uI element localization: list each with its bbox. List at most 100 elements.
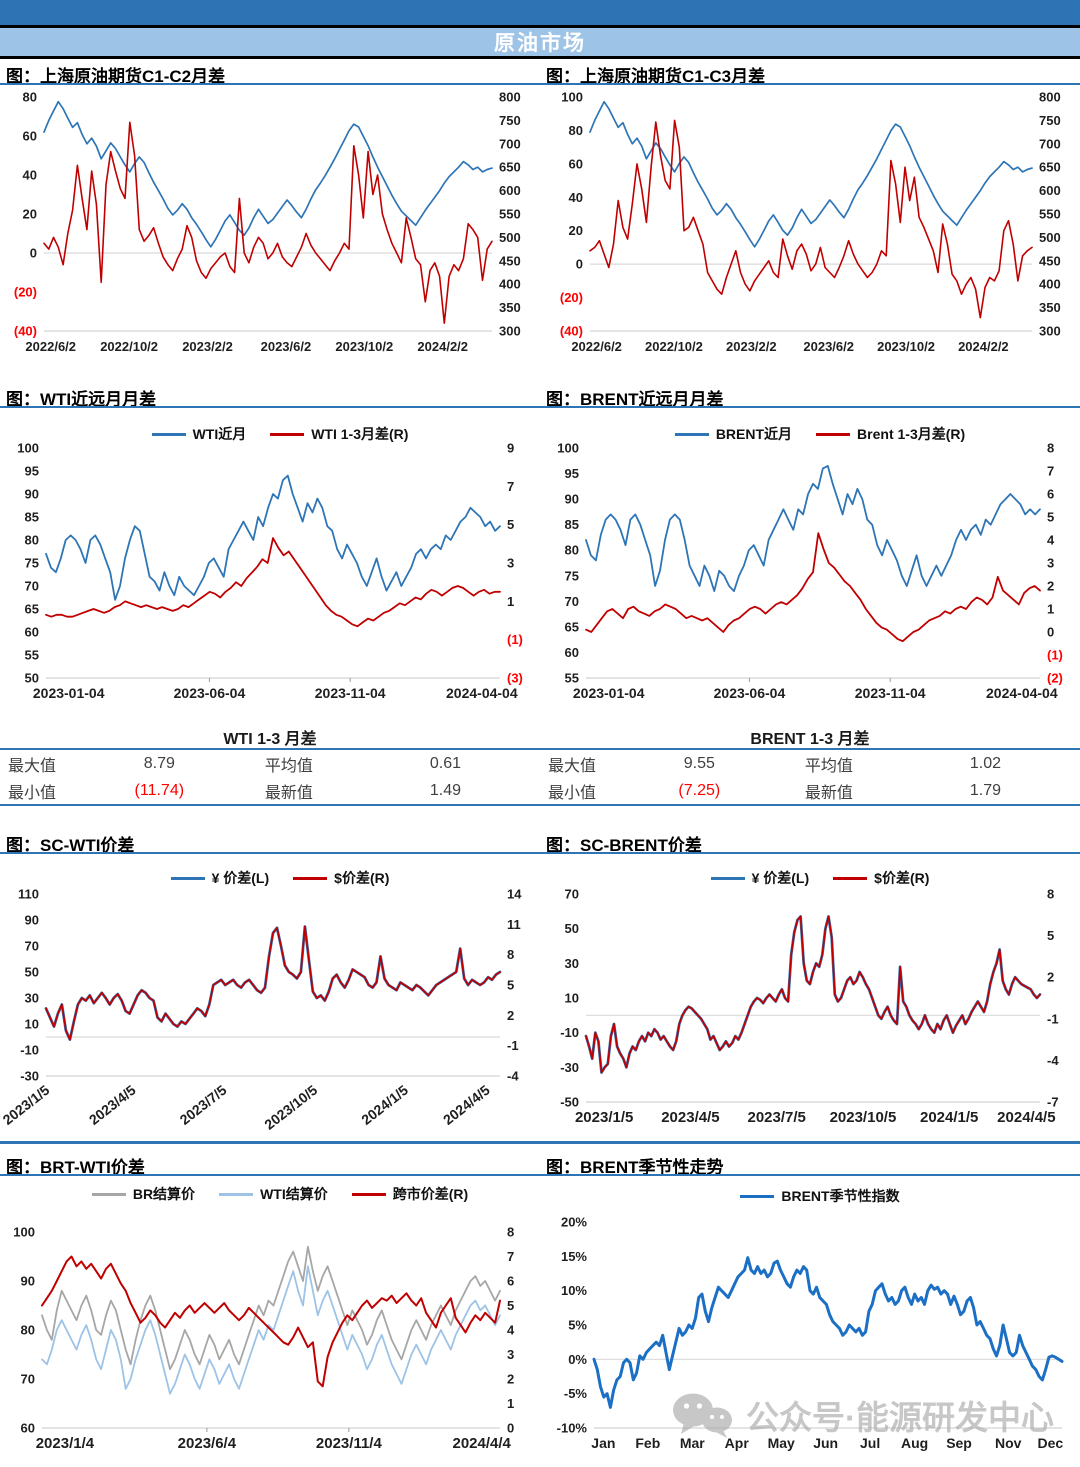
chart-title-wti-spread: 图：WTI近远月月差 [0, 382, 540, 408]
svg-text:80: 80 [25, 533, 39, 548]
svg-text:2023/6/2: 2023/6/2 [261, 339, 312, 354]
svg-text:2024/1/5: 2024/1/5 [358, 1082, 411, 1128]
chart-sc-brent: ¥ 价差(L) $价差(R) 70 50 30 10 -10 -30 -50 8 5 2 -1 -4 -7 2… [540, 854, 1080, 1141]
svg-text:800: 800 [499, 90, 521, 105]
svg-text:2024/4/5: 2024/4/5 [997, 1109, 1055, 1126]
svg-text:60: 60 [25, 625, 39, 640]
svg-text:Nov: Nov [995, 1435, 1022, 1451]
section-band: 原油市场 [0, 28, 1080, 59]
row4-charts: BR结算价 WTI结算价 跨市价差(R) 100 90 80 70 60 8 7 6 5 4 3 2 1 0 20… [0, 1176, 1080, 1465]
svg-text:50: 50 [565, 921, 579, 936]
stats-table: WTI 1-3 月差 最大值 8.79 平均值 0.61 最小值 (11.74)… [0, 723, 1080, 806]
svg-text:0: 0 [1047, 625, 1054, 640]
svg-text:-4: -4 [1047, 1053, 1059, 1068]
stat-label: 最大值 [548, 757, 597, 775]
svg-text:75: 75 [565, 568, 579, 583]
svg-text:30: 30 [565, 956, 579, 971]
svg-text:-1: -1 [507, 1038, 519, 1053]
svg-text:40: 40 [23, 168, 37, 183]
svg-text:-7: -7 [1047, 1095, 1059, 1110]
chart-shanghai-c1c3: 100 80 60 40 20 0 (20) (40) 800 750 700 650 600 550 50… [540, 85, 1080, 368]
svg-text:2023/4/5: 2023/4/5 [661, 1109, 719, 1126]
svg-text:2023-11-04: 2023-11-04 [315, 685, 386, 701]
svg-text:800: 800 [1039, 90, 1061, 105]
stats-brent-title: BRENT 1-3 月差 [750, 731, 870, 748]
svg-text:2: 2 [507, 1372, 514, 1387]
svg-text:70: 70 [565, 594, 579, 609]
top-band [0, 0, 1080, 28]
svg-text:7: 7 [1047, 464, 1054, 479]
svg-text:Dec: Dec [1037, 1435, 1063, 1451]
row2-charts: WTI近月 WTI 1-3月差(R) 100 95 90 85 80 75 70 65 60 55 50… [0, 408, 1080, 713]
svg-text:15%: 15% [561, 1249, 587, 1264]
chart-title-sc-wti: 图：SC-WTI价差 [0, 828, 540, 854]
svg-text:-4: -4 [507, 1069, 519, 1084]
svg-text:450: 450 [499, 253, 521, 268]
svg-text:5%: 5% [568, 1318, 587, 1333]
line-chart-svg: 80 60 40 20 0 (20) (40) 800 750 700 650 600 550 500 45… [14, 90, 521, 355]
svg-text:20: 20 [23, 207, 37, 222]
svg-text:90: 90 [565, 492, 579, 507]
svg-text:8: 8 [1047, 441, 1054, 456]
svg-text:2022/6/2: 2022/6/2 [571, 339, 622, 354]
svg-text:2023/6/2: 2023/6/2 [803, 339, 854, 354]
row2-titles: 图：WTI近远月月差 图：BRENT近远月月差 [0, 382, 1080, 408]
svg-text:450: 450 [1039, 253, 1061, 268]
svg-text:20: 20 [569, 223, 583, 238]
svg-text:2023/10/5: 2023/10/5 [261, 1082, 320, 1133]
svg-text:3: 3 [507, 556, 514, 571]
chart-title-sc-c1c2: 图：上海原油期货C1-C2月差 [0, 59, 540, 85]
svg-text:2: 2 [1047, 579, 1054, 594]
svg-text:5: 5 [507, 978, 514, 993]
svg-text:2023/10/5: 2023/10/5 [830, 1109, 897, 1126]
svg-text:2023/7/5: 2023/7/5 [177, 1082, 230, 1128]
svg-text:7: 7 [507, 1249, 514, 1264]
line-chart-svg: 70 50 30 10 -10 -30 -50 8 5 2 -1 -4 -7 2023/1/5 2023/4… [560, 887, 1059, 1127]
svg-text:65: 65 [565, 619, 579, 634]
svg-text:300: 300 [499, 324, 521, 339]
line-chart-svg: 110 90 70 50 30 10 -10 -30 14 11 8 5 2 -1 -4 2023/1/5 20… [0, 887, 522, 1133]
chart-title-sc-brent: 图：SC-BRENT价差 [540, 828, 1080, 854]
svg-text:2022/10/2: 2022/10/2 [100, 339, 158, 354]
svg-text:2024/4/5: 2024/4/5 [440, 1082, 493, 1128]
svg-text:Aug: Aug [901, 1435, 928, 1451]
svg-text:90: 90 [25, 913, 39, 928]
svg-text:6: 6 [1047, 487, 1054, 502]
svg-text:2024/2/2: 2024/2/2 [417, 339, 468, 354]
stat-value: 1.49 [429, 781, 462, 799]
svg-text:600: 600 [1039, 183, 1061, 198]
svg-text:400: 400 [499, 277, 521, 292]
svg-text:400: 400 [1039, 277, 1061, 292]
svg-text:60: 60 [569, 156, 583, 171]
stat-value: 9.55 [683, 754, 715, 772]
svg-text:8: 8 [507, 947, 514, 962]
svg-text:55: 55 [565, 671, 579, 686]
svg-text:10: 10 [25, 1017, 39, 1032]
svg-text:65: 65 [25, 602, 39, 617]
svg-text:75: 75 [25, 556, 39, 571]
svg-text:60: 60 [21, 1421, 35, 1436]
section-band-title: 原油市场 [494, 32, 586, 55]
table-row: 最大值 9.55 平均值 1.02 [540, 750, 1080, 777]
svg-text:(20): (20) [560, 290, 583, 305]
svg-text:750: 750 [499, 113, 521, 128]
svg-text:750: 750 [1039, 113, 1061, 128]
stat-value: 1.02 [969, 754, 1002, 772]
stat-value-negative: (11.74) [134, 781, 185, 799]
svg-text:9: 9 [507, 441, 514, 456]
stats-brent: BRENT 1-3 月差 最大值 9.55 平均值 1.02 最小值 (7.25… [540, 723, 1080, 806]
svg-text:Sep: Sep [946, 1435, 972, 1451]
svg-text:1: 1 [507, 1396, 514, 1411]
svg-text:5: 5 [1047, 928, 1054, 943]
stat-value: 8.79 [143, 754, 175, 772]
svg-text:0%: 0% [568, 1352, 587, 1367]
svg-text:5: 5 [507, 1298, 514, 1313]
stat-label: 最小值 [548, 784, 597, 802]
svg-text:500: 500 [1039, 230, 1061, 245]
stat-value: 1.79 [969, 781, 1002, 799]
table-row: 最小值 (7.25) 最新值 1.79 [540, 777, 1080, 804]
svg-text:95: 95 [25, 464, 39, 479]
svg-text:700: 700 [1039, 136, 1061, 151]
svg-text:2023/2/2: 2023/2/2 [726, 339, 777, 354]
svg-text:80: 80 [21, 1323, 35, 1338]
